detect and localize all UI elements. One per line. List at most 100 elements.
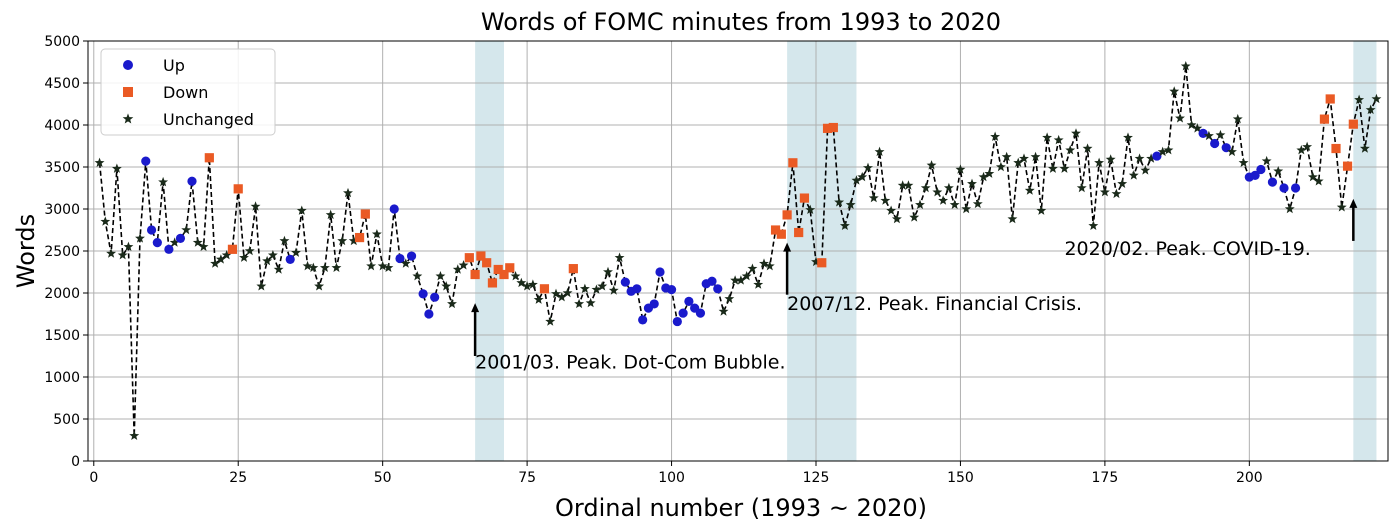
point-down — [204, 153, 214, 163]
y-tick-label: 1000 — [44, 370, 80, 386]
point-unchanged — [244, 245, 255, 256]
y-axis-label: Words — [12, 214, 40, 288]
point-unchanged — [851, 175, 862, 185]
point-unchanged — [805, 204, 816, 215]
point-unchanged — [1001, 151, 1012, 162]
legend: Up Down Unchanged — [100, 48, 276, 136]
point-unchanged — [995, 161, 1006, 172]
annotation-arrow-head — [471, 303, 480, 313]
point-up — [164, 244, 174, 254]
point-unchanged — [192, 237, 203, 247]
point-unchanged — [961, 203, 972, 214]
legend-label-down: Down — [163, 83, 208, 102]
point-unchanged — [1140, 165, 1151, 175]
point-unchanged — [111, 163, 122, 173]
point-unchanged — [181, 224, 192, 235]
point-unchanged — [1059, 163, 1070, 173]
point-unchanged — [556, 292, 567, 302]
point-unchanged — [314, 281, 325, 291]
x-tick-label: 100 — [658, 470, 685, 486]
point-down — [464, 253, 474, 263]
point-unchanged — [579, 283, 590, 294]
point-unchanged — [1146, 153, 1157, 163]
point-down — [776, 229, 786, 239]
point-unchanged — [1227, 146, 1237, 157]
point-down — [1342, 161, 1353, 171]
point-unchanged — [897, 180, 908, 190]
point-unchanged — [1123, 132, 1133, 142]
point-unchanged — [753, 279, 764, 289]
x-tick-label: 50 — [374, 470, 392, 486]
point-up — [285, 254, 295, 264]
point-unchanged — [990, 131, 1001, 141]
point-unchanged — [857, 171, 868, 182]
point-down — [1325, 94, 1335, 104]
point-unchanged — [967, 178, 977, 189]
point-up — [1256, 164, 1266, 175]
point-unchanged — [123, 241, 134, 252]
x-tick-label: 125 — [803, 470, 830, 486]
point-unchanged — [764, 260, 775, 271]
point-up — [632, 284, 642, 294]
point-unchanged — [1186, 119, 1197, 130]
point-up — [1279, 183, 1289, 193]
point-down — [1331, 143, 1341, 154]
point-unchanged — [319, 262, 330, 273]
point-unchanged — [1192, 123, 1203, 133]
point-unchanged — [1117, 178, 1128, 189]
point-down — [493, 264, 503, 275]
point-unchanged — [1094, 157, 1105, 168]
point-up — [672, 316, 682, 327]
point-up — [1210, 138, 1220, 149]
point-unchanged — [1273, 166, 1284, 176]
point-unchanged — [949, 199, 960, 210]
point-up — [1152, 151, 1162, 161]
point-unchanged — [1111, 188, 1122, 199]
point-up — [1221, 143, 1231, 153]
point-down — [788, 158, 798, 168]
legend-marker-up — [123, 60, 133, 70]
point-down — [1319, 114, 1330, 124]
point-up — [389, 204, 399, 214]
point-unchanged — [1232, 113, 1243, 124]
point-unchanged — [279, 235, 290, 246]
point-unchanged — [591, 284, 602, 294]
point-unchanged — [267, 250, 278, 260]
point-unchanged — [100, 216, 111, 226]
point-down — [794, 227, 804, 238]
markers-layer — [94, 61, 1382, 441]
y-tick-label: 3000 — [44, 202, 80, 218]
x-axis-label: Ordinal number (1993 ~ 2020) — [555, 494, 927, 522]
point-unchanged — [574, 298, 585, 309]
point-unchanged — [377, 260, 388, 271]
point-up — [1267, 177, 1278, 187]
point-unchanged — [1047, 163, 1058, 173]
annotation-arrow-head — [783, 242, 792, 252]
point-up — [1290, 183, 1301, 193]
point-unchanged — [585, 297, 596, 308]
point-unchanged — [1007, 213, 1018, 224]
point-unchanged — [1307, 171, 1318, 182]
point-unchanged — [158, 176, 169, 187]
point-up — [141, 156, 151, 166]
point-down — [1348, 119, 1358, 129]
legend-label-up: Up — [163, 56, 185, 75]
point-unchanged — [863, 162, 873, 173]
point-unchanged — [1128, 170, 1139, 180]
y-tick-label: 0 — [71, 454, 80, 470]
point-up — [175, 233, 186, 243]
point-unchanged — [522, 281, 533, 291]
point-unchanged — [834, 197, 845, 207]
point-unchanged — [1302, 141, 1313, 152]
point-unchanged — [1169, 86, 1180, 96]
point-up — [666, 285, 677, 295]
point-unchanged — [198, 241, 209, 252]
point-unchanged — [747, 263, 758, 273]
point-unchanged — [273, 264, 284, 274]
point-unchanged — [1019, 153, 1029, 163]
point-unchanged — [337, 235, 348, 246]
point-unchanged — [1071, 128, 1081, 138]
legend-marker-unchanged — [122, 113, 134, 124]
point-up — [424, 309, 434, 319]
